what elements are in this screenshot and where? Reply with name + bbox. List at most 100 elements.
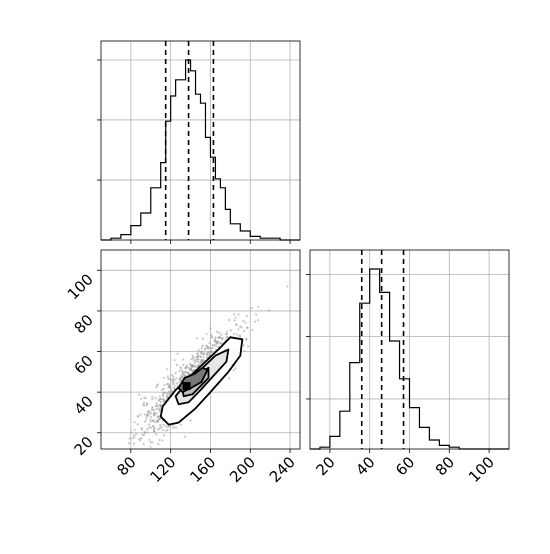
- scatter-point: [190, 363, 193, 366]
- scatter-point: [174, 372, 177, 375]
- scatter-point: [154, 397, 157, 400]
- scatter-point: [201, 337, 205, 340]
- scatter-point: [153, 408, 156, 412]
- scatter-point: [166, 375, 169, 378]
- scatter-point: [217, 340, 220, 343]
- scatter-point: [170, 373, 173, 377]
- scatter-point: [217, 336, 220, 339]
- scatter-point: [140, 437, 143, 440]
- scatter-point: [209, 350, 213, 353]
- scatter-point: [148, 426, 151, 429]
- scatter-point: [251, 328, 254, 331]
- scatter-point: [235, 323, 238, 326]
- scatter-point: [155, 402, 158, 405]
- scatter-point: [237, 313, 240, 316]
- scatter-point: [178, 369, 181, 373]
- scatter-point: [133, 421, 136, 424]
- scatter-point: [172, 427, 175, 430]
- scatter-point: [228, 377, 231, 380]
- scatter-point: [154, 421, 157, 424]
- scatter-point: [151, 419, 154, 422]
- scatter-point: [210, 347, 213, 350]
- scatter-point: [162, 429, 165, 432]
- scatter-point: [208, 353, 211, 356]
- scatter-point: [167, 377, 170, 380]
- top-histogram: [101, 59, 300, 241]
- scatter-point: [133, 428, 136, 431]
- scatter-point: [165, 391, 168, 395]
- scatter-point: [191, 357, 194, 360]
- scatter-point: [210, 333, 213, 337]
- scatter-xtick-label: 120: [146, 453, 179, 486]
- scatter-point: [168, 392, 171, 395]
- scatter-point: [157, 407, 160, 410]
- scatter-point: [146, 402, 149, 405]
- scatter-point: [238, 334, 241, 337]
- scatter-point: [155, 433, 158, 436]
- scatter-point: [131, 437, 134, 440]
- scatter-point: [149, 420, 152, 423]
- scatter-point: [155, 412, 158, 415]
- scatter-point: [242, 344, 245, 347]
- scatter-point: [136, 415, 139, 418]
- right-xtick-label: 100: [465, 453, 498, 486]
- scatter-xtick-label: 240: [266, 453, 299, 486]
- right-histogram: [310, 268, 509, 450]
- scatter-point: [199, 355, 203, 359]
- right-ticks: 20 40 60 80 100: [306, 273, 498, 486]
- scatter-point: [149, 415, 153, 418]
- scatter-point: [176, 352, 179, 355]
- scatter-point: [151, 409, 154, 412]
- scatter-point: [228, 318, 231, 322]
- scatter-point: [133, 435, 136, 438]
- scatter-point: [159, 423, 162, 426]
- scatter-point: [147, 423, 150, 426]
- scatter-point: [128, 437, 131, 440]
- scatter-point: [151, 397, 154, 401]
- scatter-point: [161, 439, 164, 442]
- scatter-point: [138, 393, 141, 396]
- scatter-point: [250, 307, 253, 310]
- scatter-point: [155, 405, 158, 408]
- scatter-point: [169, 386, 172, 389]
- scatter-point: [166, 368, 169, 371]
- scatter-point: [193, 361, 196, 364]
- scatter-point: [140, 427, 143, 430]
- right-quantile-lines: [360, 250, 405, 449]
- scatter-point: [155, 386, 158, 389]
- right-histogram-step: [310, 268, 509, 450]
- scatter-point: [157, 415, 161, 418]
- scatter-panel: 80 120 160 200 240 20 40 60 80 100: [64, 249, 301, 486]
- scatter-point: [139, 439, 142, 442]
- scatter-point: [139, 413, 142, 416]
- scatter-point: [144, 420, 147, 423]
- scatter-point: [243, 349, 246, 352]
- scatter-point: [205, 344, 208, 347]
- scatter-point: [182, 363, 185, 366]
- scatter-point: [234, 316, 237, 319]
- scatter-point: [173, 359, 176, 362]
- scatter-point: [153, 429, 156, 432]
- scatter-point: [190, 358, 193, 361]
- scatter-point: [149, 441, 152, 444]
- scatter-xtick-label: 80: [113, 453, 139, 479]
- scatter-point: [197, 358, 200, 361]
- scatter-point: [151, 407, 154, 410]
- scatter-point: [151, 395, 154, 398]
- scatter-point: [200, 359, 204, 362]
- scatter-point: [189, 419, 192, 422]
- scatter-point: [143, 413, 146, 416]
- scatter-point: [169, 389, 172, 392]
- scatter-point: [197, 349, 200, 352]
- scatter-point: [166, 428, 169, 431]
- scatter-point: [254, 320, 257, 323]
- scatter-point: [171, 382, 174, 385]
- scatter-point: [181, 373, 184, 376]
- scatter-point: [144, 431, 147, 434]
- scatter-point: [245, 338, 248, 341]
- top-histogram-panel: [97, 40, 301, 244]
- scatter-point: [175, 363, 179, 366]
- scatter-point: [159, 408, 162, 411]
- scatter-point: [162, 399, 165, 403]
